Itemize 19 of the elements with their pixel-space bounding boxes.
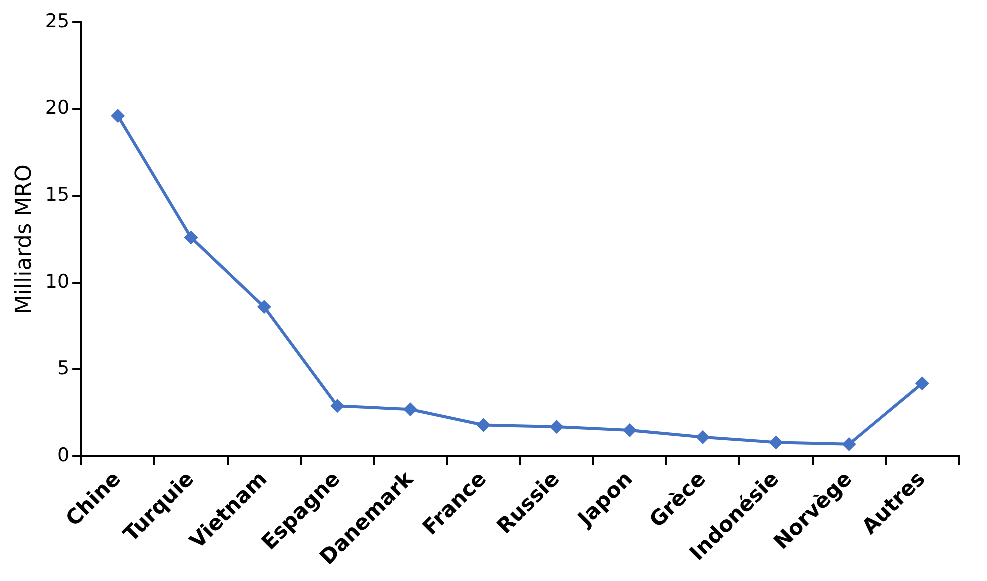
point	[476, 418, 491, 432]
point	[184, 230, 198, 245]
point	[842, 437, 856, 452]
point	[622, 423, 637, 438]
y-tick-label: 20	[45, 97, 70, 120]
point	[404, 402, 418, 417]
y-axis-title: Milliards MRO	[12, 164, 37, 314]
point	[550, 420, 564, 434]
y-tick-label: 15	[45, 184, 70, 206]
y-tick-label: 25	[45, 10, 70, 32]
point	[257, 300, 272, 314]
y-tick-label: 5	[57, 358, 70, 380]
point	[111, 109, 126, 124]
point	[769, 436, 784, 450]
point	[696, 430, 710, 444]
y-tick-label: 0	[57, 444, 70, 466]
point	[330, 399, 344, 414]
y-tick-label: 10	[45, 270, 70, 293]
point	[915, 376, 930, 391]
